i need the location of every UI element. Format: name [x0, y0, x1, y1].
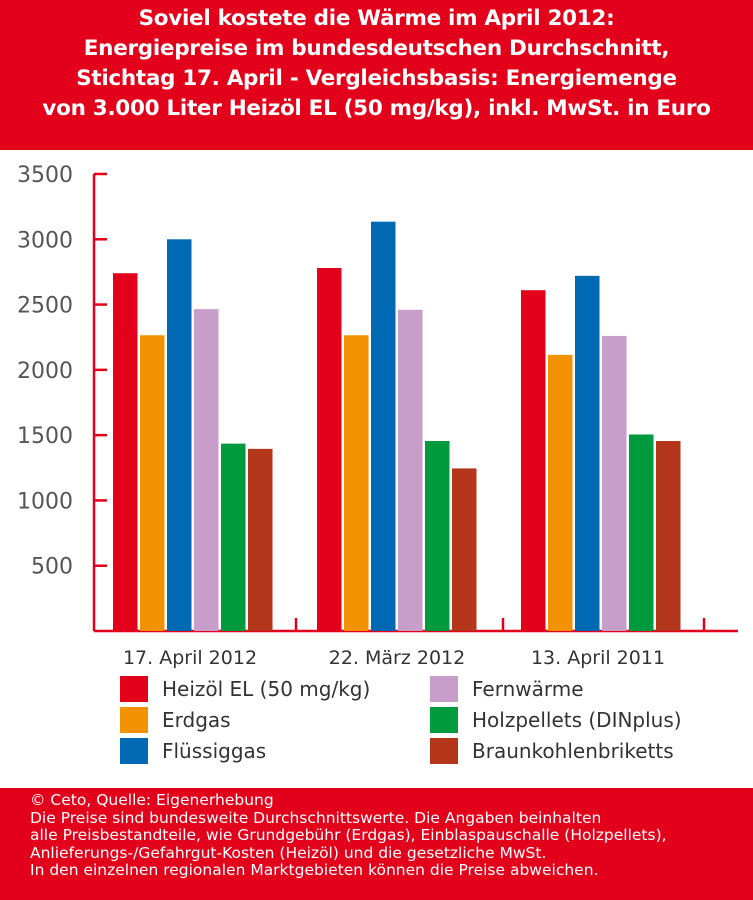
legend-item: Braunkohlenbriketts: [430, 738, 674, 764]
legend-swatch: [430, 738, 458, 764]
legend-item: Fernwärme: [430, 676, 584, 702]
bar: [167, 239, 192, 631]
bar: [398, 309, 423, 631]
bar: [602, 335, 627, 631]
title-line: von 3.000 Liter Heizöl EL (50 mg/kg), in…: [42, 96, 711, 121]
y-tick-label: 1000: [17, 489, 73, 514]
legend-label: Fernwärme: [472, 677, 584, 701]
x-tick-label: 13. April 2011: [531, 647, 665, 669]
bar: [113, 273, 138, 631]
legend-item: Holzpellets (DINplus): [430, 707, 682, 733]
footer-line: In den einzelnen regionalen Marktgebiete…: [30, 861, 599, 879]
title-line: Soviel kostete die Wärme im April 2012:: [138, 6, 615, 31]
legend-swatch: [430, 707, 458, 733]
bar: [248, 448, 273, 631]
footer-line: alle Preisbestandteile, wie Grundgebühr …: [30, 826, 667, 844]
legend-item: Heizöl EL (50 mg/kg): [120, 676, 370, 702]
legend-label: Flüssiggas: [162, 739, 267, 763]
bar: [656, 441, 681, 631]
chart-title: Soviel kostete die Wärme im April 2012: …: [0, 0, 753, 150]
bar: [575, 275, 600, 631]
bar: [221, 443, 246, 631]
legend-label: Holzpellets (DINplus): [472, 708, 682, 732]
legend-label: Erdgas: [162, 708, 231, 732]
title-line: Energiepreise im bundesdeutschen Durchsc…: [83, 36, 670, 61]
y-tick-label: 2000: [17, 359, 73, 384]
bar: [548, 354, 573, 631]
bar: [317, 268, 342, 631]
footer-note: © Ceto, Quelle: Eigenerhebung Die Preise…: [0, 788, 753, 900]
bar-chart: 500 1000 1500 2000 2500 3000 3500 17. April 201…: [17, 163, 738, 669]
bar: [194, 309, 219, 631]
y-tick-label: 3000: [17, 228, 73, 253]
legend-swatch: [120, 738, 148, 764]
legend-swatch: [120, 676, 148, 702]
footer-line: Anlieferungs-/Gefahrgut-Kosten (Heizöl) …: [30, 843, 547, 862]
legend-swatch: [430, 676, 458, 702]
y-tick-label: 500: [31, 555, 73, 580]
legend-item: Erdgas: [120, 707, 231, 733]
x-tick-label: 22. März 2012: [329, 647, 465, 669]
bar: [521, 290, 546, 631]
legend: Heizöl EL (50 mg/kg) Erdgas Flüssiggas Fern…: [120, 676, 740, 776]
legend-item: Flüssiggas: [120, 738, 266, 764]
footer-line: © Ceto, Quelle: Eigenerhebung: [30, 791, 274, 809]
y-tick-label: 2500: [17, 294, 73, 319]
x-tick-label: 17. April 2012: [123, 647, 257, 669]
y-tick-label: 1500: [17, 424, 73, 449]
footer-line: Die Preise sind bundesweite Durchschnitt…: [30, 808, 602, 827]
y-tick-label: 3500: [17, 163, 73, 188]
bar: [371, 221, 396, 631]
bar: [425, 441, 450, 631]
legend-label: Heizöl EL (50 mg/kg): [162, 677, 371, 701]
bar: [344, 335, 369, 631]
bar: [452, 468, 477, 631]
legend-label: Braunkohlenbriketts: [472, 739, 674, 763]
title-line: Stichtag 17. April - Vergleichsbasis: En…: [76, 66, 677, 91]
bar: [629, 434, 654, 631]
bar: [140, 335, 165, 631]
legend-swatch: [120, 707, 148, 733]
